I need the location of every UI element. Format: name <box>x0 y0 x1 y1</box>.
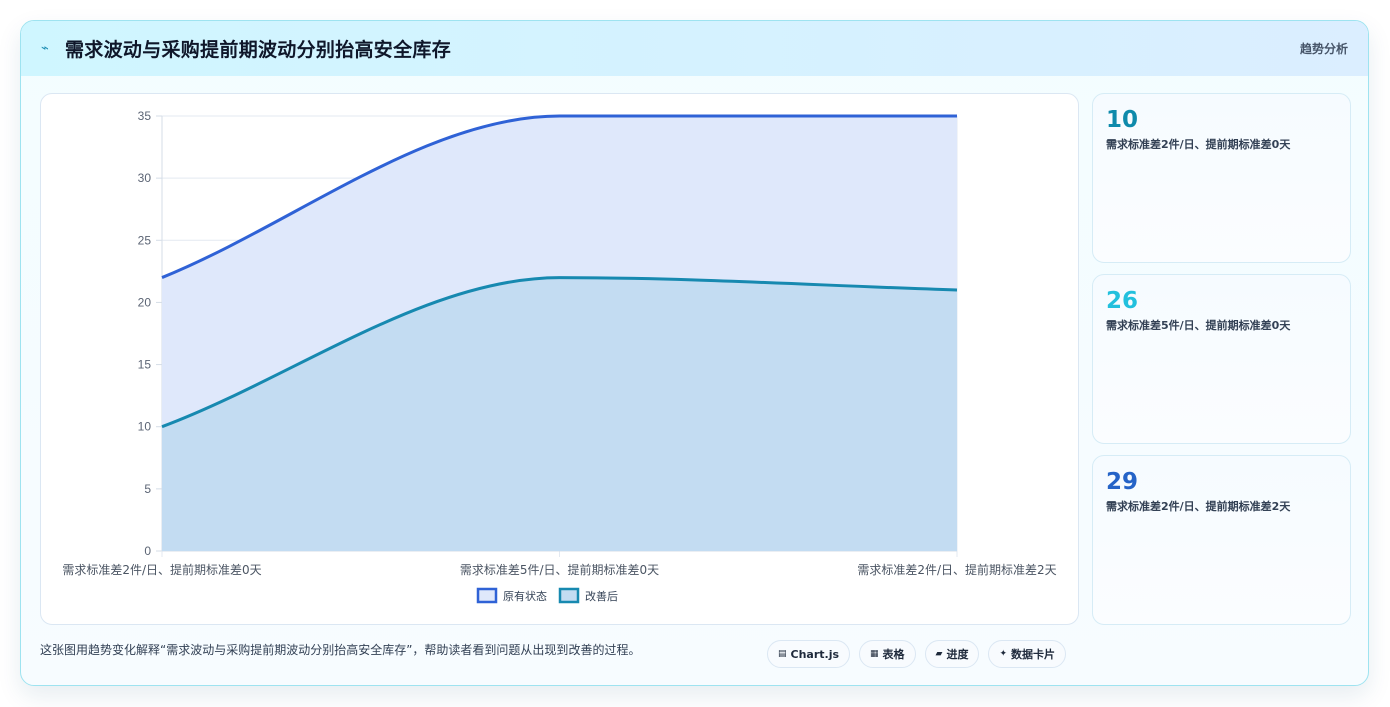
stat-value: 26 <box>1106 288 1139 314</box>
legend-swatch <box>476 587 498 604</box>
page-title: 需求波动与采购提前期波动分别抬高安全库存 <box>65 39 452 61</box>
pill-chartjs[interactable]: ▤ Chart.js <box>767 640 851 668</box>
legend-swatch <box>558 587 580 604</box>
x-tick-label: 需求标准差2件/日、提前期标准差2天 <box>857 562 1056 577</box>
y-tick-label: 25 <box>138 233 152 247</box>
pill-label: 数据卡片 <box>1011 648 1056 661</box>
series-area-2 <box>162 277 957 551</box>
stat-card-3: 29 需求标准差2件/日、提前期标准差2天 <box>1092 455 1351 625</box>
y-tick-label: 0 <box>144 544 151 558</box>
pill-progress[interactable]: ▰ 进度 <box>924 640 980 668</box>
feature-pills: ▤ Chart.js ▦ 表格 ▰ 进度 ✦ 数据卡片 <box>767 640 1067 668</box>
area-chart: 0 5 10 15 20 25 30 35 需求标准差2件/日、提前期标准差0天 需求标准差5件/… <box>62 109 1057 604</box>
pill-label: 进度 <box>946 648 969 661</box>
legend-label: 改善后 <box>585 589 618 603</box>
pill-label: 表格 <box>882 648 905 661</box>
chart-description: 这张图用趋势变化解释“需求波动与采购提前期波动分别抬高安全库存”，帮助读者看到问… <box>40 643 641 657</box>
stat-label: 需求标准差5件/日、提前期标准差0天 <box>1106 319 1291 332</box>
analysis-tag[interactable]: 趋势分析 <box>1299 42 1348 56</box>
y-tick-label: 20 <box>138 295 152 309</box>
chart-card: 0 5 10 15 20 25 30 35 需求标准差2件/日、提前期标准差0天 需求标准差5件/… <box>40 93 1079 625</box>
pill-table[interactable]: ▦ 表格 <box>859 640 916 668</box>
pill-label: Chart.js <box>790 647 840 661</box>
y-tick-label: 30 <box>138 171 152 185</box>
series-line-2 <box>161 276 958 429</box>
header: ⌁ 需求波动与采购提前期波动分别抬高安全库存 趋势分析 <box>21 21 1368 76</box>
y-tick-label: 5 <box>144 482 151 496</box>
sparkle-icon: ⌁ <box>41 41 49 56</box>
x-tick-label: 需求标准差5件/日、提前期标准差0天 <box>460 562 659 577</box>
stat-label: 需求标准差2件/日、提前期标准差2天 <box>1106 500 1291 513</box>
stat-card-1: 10 需求标准差2件/日、提前期标准差0天 <box>1092 93 1351 263</box>
y-tick-label: 35 <box>138 109 152 123</box>
y-tick-label: 10 <box>138 420 152 434</box>
y-tick-label: 15 <box>138 358 152 372</box>
chart-icon: ▤ <box>778 649 787 659</box>
card-icon: ✦ <box>999 649 1008 659</box>
progress-icon: ▰ <box>935 649 943 659</box>
legend-label: 原有状态 <box>503 589 547 603</box>
stat-value: 10 <box>1106 107 1139 133</box>
stat-value: 29 <box>1106 469 1139 495</box>
stat-label: 需求标准差2件/日、提前期标准差0天 <box>1106 138 1291 151</box>
series-line-1 <box>161 114 957 279</box>
dashboard-frame: ⌁ 需求波动与采购提前期波动分别抬高安全库存 趋势分析 0 5 10 15 20 25 30… <box>20 20 1369 686</box>
pill-data-card[interactable]: ✦ 数据卡片 <box>988 640 1067 668</box>
stat-card-2: 26 需求标准差5件/日、提前期标准差0天 <box>1092 274 1351 444</box>
title-group: ⌁ 需求波动与采购提前期波动分别抬高安全库存 <box>41 35 451 62</box>
x-tick-label: 需求标准差2件/日、提前期标准差0天 <box>62 562 261 577</box>
table-icon: ▦ <box>870 649 879 659</box>
